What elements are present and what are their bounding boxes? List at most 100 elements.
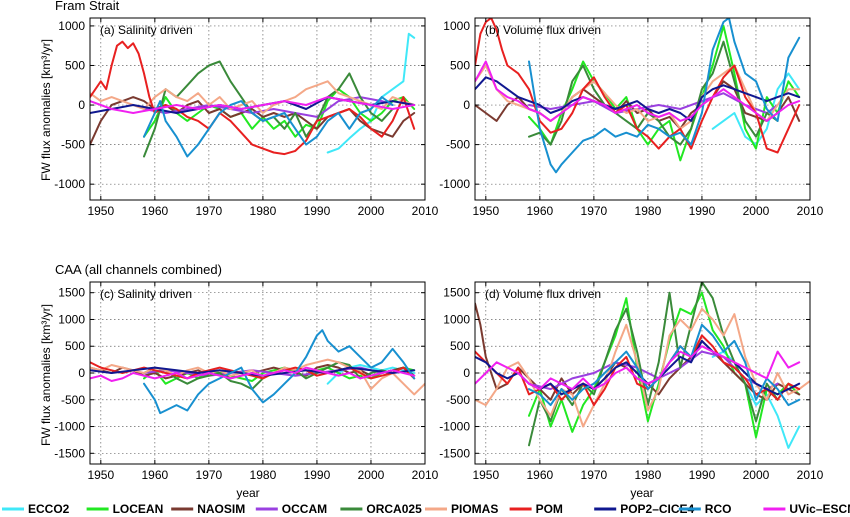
legend-label: UVic–ESCM [789,502,850,516]
x-tick-label: 1970 [196,468,223,482]
series-line-pop2-cice4 [90,366,416,377]
panel-1: 1950 1960 1970 1980 1990 2000 2010 -1000 -500 0 50… [54,17,439,218]
series-line-uvic-escm [475,60,801,122]
series-line-rco [143,96,394,158]
x-tick-label: 2010 [412,468,439,482]
series-line-pom [90,361,416,380]
plot-frame [474,17,811,201]
x-tick-label: 1990 [689,204,716,218]
series-line-pop2-cice4 [475,76,801,122]
panel-title: (a) Salinity driven [100,23,193,37]
legend-item-uvic-escm: UVic–ESCM [763,502,850,516]
legend-item-pom: POM [509,502,563,516]
x-tick-label: 1960 [141,204,168,218]
series-line-orca025 [528,40,779,146]
legend-label: LOCEAN [113,502,164,516]
x-tick-label: 2000 [358,468,385,482]
series-line-pom [90,40,416,156]
series-line-naosim [90,96,416,146]
legend-label: POP2–CICE4 [620,502,694,516]
series-group [90,329,425,415]
legend-item-orca025: ORCA025 [340,502,422,516]
legend-label: ECCO2 [28,502,70,516]
y-tick-label: -500 [446,393,470,407]
panel-title: (c) Salinity driven [100,287,192,301]
x-tick-label: 1990 [304,468,331,482]
series-line-uvic-escm [475,345,801,391]
y-tick-label: 500 [450,58,470,72]
x-tick-label: 1950 [472,468,499,482]
series-group [475,282,810,449]
x-tick-label: 2010 [797,204,824,218]
legend: ECCO2 LOCEAN NAOSIM OCCAM ORCA025 PIOMAS POM PO… [2,502,850,516]
legend-label: OCCAM [282,502,327,516]
y-tick-label: -500 [446,138,470,152]
x-tick-label: 1950 [472,204,499,218]
x-tick-label: 1990 [689,468,716,482]
x-tick-label: 1960 [526,468,553,482]
grid [90,18,426,200]
y-tick-label: 0 [463,98,470,112]
y-tick-label: -1000 [439,420,470,434]
series-line-locean [143,88,416,138]
y-tick-label: -500 [61,138,85,152]
panel-3: 1950 1960 1970 1980 1990 2000 2010 -1500 -1000 -5… [54,281,439,482]
ylabel-bottom: FW flux anomalies [km³/yr] [39,304,53,446]
y-tick-label: 0 [463,366,470,380]
x-tick-label: 2000 [743,468,770,482]
y-tick-label: 1000 [58,19,85,33]
series-line-piomas [90,80,416,114]
x-tick-label: 1950 [87,468,114,482]
y-tick-label: 0 [78,366,85,380]
y-tick-label: 1500 [443,286,470,300]
x-tick-label: 1990 [304,204,331,218]
x-tick-label: 1980 [635,468,662,482]
series-line-uvic-escm [90,96,416,114]
x-tick-label: 1970 [581,468,608,482]
legend-item-pop2-cice4: POP2–CICE4 [594,502,695,516]
ticks: 1950 1960 1970 1980 1990 2000 2010 -1500 -1000 -5… [54,282,439,482]
series-group [90,32,416,158]
plot-frame [89,17,426,201]
ticks: 1950 1960 1970 1980 1990 2000 2010 -1000 -500 0 50… [439,18,824,218]
legend-label: ORCA025 [366,502,422,516]
x-tick-label: 1970 [196,204,223,218]
legend-label: PIOMAS [451,502,498,516]
y-tick-label: -1000 [54,420,85,434]
legend-label: POM [536,502,563,516]
x-tick-label: 1960 [141,468,168,482]
ticks: 1950 1960 1970 1980 1990 2000 2010 -1500 -1000 -5… [439,282,824,482]
y-tick-label: -1000 [439,177,470,191]
x-tick-label: 2000 [743,204,770,218]
series-line-pom [475,18,801,154]
y-tick-label: 500 [65,339,85,353]
y-tick-label: -1500 [439,446,470,460]
series-line-pom [475,334,801,407]
series-line-rco [143,329,416,415]
legend-item-ecco2: ECCO2 [2,502,70,516]
series-line-uvic-escm [90,366,416,382]
section-title-caa: CAA (all channels combined) [55,262,222,277]
y-tick-label: 500 [65,58,85,72]
xlabel-right: year [630,486,653,500]
series-group [475,18,801,174]
series-line-locean [528,24,801,162]
panel-title: (d) Volume flux driven [485,287,601,301]
series-line-rco [528,18,801,174]
x-tick-label: 2010 [797,468,824,482]
legend-item-piomas: PIOMAS [425,502,498,516]
panel-2: 1950 1960 1970 1980 1990 2000 2010 -1000 -500 0 50… [439,17,824,218]
x-tick-label: 1980 [250,468,277,482]
ticks: 1950 1960 1970 1980 1990 2000 2010 -1000 -500 0 50… [54,18,439,218]
x-tick-label: 1950 [87,204,114,218]
legend-item-naosim: NAOSIM [171,502,245,516]
y-tick-label: 1500 [58,286,85,300]
y-tick-label: 0 [78,98,85,112]
y-tick-label: -1500 [54,446,85,460]
x-tick-label: 1970 [581,204,608,218]
legend-item-rco: RCO [678,502,732,516]
y-tick-label: -500 [61,393,85,407]
legend-label: RCO [705,502,732,516]
y-tick-label: 500 [450,339,470,353]
